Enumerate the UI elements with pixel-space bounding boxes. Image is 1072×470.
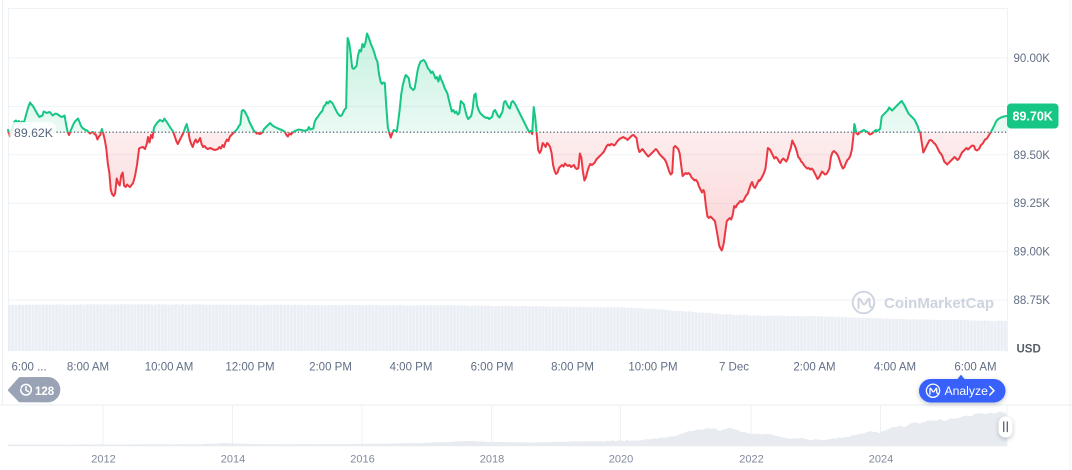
svg-text:8:00 PM: 8:00 PM xyxy=(551,362,594,374)
svg-text:89.25K: 89.25K xyxy=(1014,198,1051,210)
svg-text:2014: 2014 xyxy=(221,454,245,466)
svg-text:89.50K: 89.50K xyxy=(1014,150,1051,162)
svg-text:2:00 PM: 2:00 PM xyxy=(309,362,352,374)
svg-text:2012: 2012 xyxy=(91,454,115,466)
svg-text:89.70K: 89.70K xyxy=(1013,110,1053,124)
svg-text:2024: 2024 xyxy=(869,454,893,466)
svg-text:7 Dec: 7 Dec xyxy=(719,362,749,374)
svg-text:6:00 ...: 6:00 ... xyxy=(12,362,47,374)
svg-text:10:00 PM: 10:00 PM xyxy=(628,362,677,374)
svg-text:90.00K: 90.00K xyxy=(1014,53,1051,65)
svg-text:4:00 AM: 4:00 AM xyxy=(874,362,916,374)
svg-text:8:00 AM: 8:00 AM xyxy=(67,362,109,374)
svg-text:CoinMarketCap: CoinMarketCap xyxy=(884,295,994,312)
svg-text:2:00 AM: 2:00 AM xyxy=(793,362,835,374)
svg-text:2022: 2022 xyxy=(739,454,763,466)
svg-text:2020: 2020 xyxy=(609,454,633,466)
svg-text:6:00 PM: 6:00 PM xyxy=(471,362,514,374)
svg-text:6:00 AM: 6:00 AM xyxy=(954,362,996,374)
svg-text:Analyze: Analyze xyxy=(945,384,989,398)
svg-text:2018: 2018 xyxy=(480,454,504,466)
svg-text:88.75K: 88.75K xyxy=(1014,295,1051,307)
svg-text:USD: USD xyxy=(1017,344,1041,356)
svg-text:89.62K: 89.62K xyxy=(14,126,54,140)
svg-text:4:00 PM: 4:00 PM xyxy=(390,362,433,374)
svg-text:89.00K: 89.00K xyxy=(1014,247,1051,259)
svg-text:128: 128 xyxy=(35,386,55,398)
svg-text:2016: 2016 xyxy=(350,454,374,466)
svg-text:10:00 AM: 10:00 AM xyxy=(145,362,194,374)
svg-text:12:00 PM: 12:00 PM xyxy=(225,362,274,374)
